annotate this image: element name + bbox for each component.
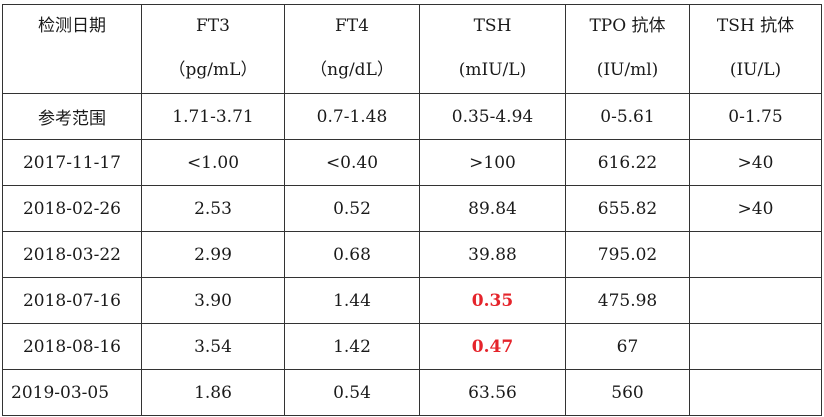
header-tsh-antibody: TSH 抗体 (IU/L) xyxy=(689,4,822,94)
cell-tshab xyxy=(689,323,822,370)
cell-tshab xyxy=(689,369,822,416)
cell-ft3: 3.90 xyxy=(141,277,285,324)
cell-tpo: 616.22 xyxy=(565,139,690,186)
cell-ft3: 2.99 xyxy=(141,231,285,278)
cell-tsh-highlighted: 0.47 xyxy=(419,323,566,370)
cell-ft4: 1.44 xyxy=(284,277,420,324)
header-date: 检测日期 xyxy=(2,4,142,94)
reference-tpo: 0-5.61 xyxy=(565,93,690,140)
header-ft3: FT3 （pg/mL） xyxy=(141,4,285,94)
cell-tsh-highlighted: 0.35 xyxy=(419,277,566,324)
cell-tpo: 655.82 xyxy=(565,185,690,232)
table-row: 2018-07-16 3.90 1.44 0.35 475.98 xyxy=(2,277,822,324)
header-tsh-label: TSH xyxy=(473,16,512,36)
table-row: 2018-03-22 2.99 0.68 39.88 795.02 xyxy=(2,231,822,278)
cell-tshab xyxy=(689,231,822,278)
header-date-label: 检测日期 xyxy=(38,16,106,36)
header-tsh: TSH (mIU/L) xyxy=(419,4,566,94)
header-tsh-unit: (mIU/L) xyxy=(458,60,527,80)
header-ft4-label: FT4 xyxy=(335,16,369,36)
lab-results-table-wrapper: 检测日期 FT3 （pg/mL） FT4 （ng/dL） TSH (mIU/L)… xyxy=(2,4,822,416)
thyroid-lab-results-table: 检测日期 FT3 （pg/mL） FT4 （ng/dL） TSH (mIU/L)… xyxy=(2,4,822,416)
header-ft3-label: FT3 xyxy=(196,16,230,36)
table-row: 2018-02-26 2.53 0.52 89.84 655.82 >40 xyxy=(2,185,822,232)
reference-ft4: 0.7-1.48 xyxy=(284,93,420,140)
cell-ft3: 2.53 xyxy=(141,185,285,232)
header-tpo-unit: (IU/ml) xyxy=(596,60,659,80)
cell-ft3: <1.00 xyxy=(141,139,285,186)
cell-tpo: 475.98 xyxy=(565,277,690,324)
header-tpo-antibody: TPO 抗体 (IU/ml) xyxy=(565,4,690,94)
cell-tsh: 39.88 xyxy=(419,231,566,278)
header-ft4: FT4 （ng/dL） xyxy=(284,4,420,94)
reference-ft3: 1.71-3.71 xyxy=(141,93,285,140)
reference-tsh: 0.35-4.94 xyxy=(419,93,566,140)
cell-ft4: 0.68 xyxy=(284,231,420,278)
cell-date: 2018-02-26 xyxy=(2,185,142,232)
reference-tshab: 0-1.75 xyxy=(689,93,822,140)
cell-date: 2018-08-16 xyxy=(2,323,142,370)
cell-ft3: 3.54 xyxy=(141,323,285,370)
header-ft3-unit: （pg/mL） xyxy=(168,60,258,80)
table-row: 2019-03-05 1.86 0.54 63.56 560 xyxy=(2,369,822,416)
cell-ft4: 0.54 xyxy=(284,369,420,416)
header-row: 检测日期 FT3 （pg/mL） FT4 （ng/dL） TSH (mIU/L)… xyxy=(2,4,822,94)
cell-date: 2018-03-22 xyxy=(2,231,142,278)
header-tshab-unit: (IU/L) xyxy=(729,60,782,80)
cell-tsh: 89.84 xyxy=(419,185,566,232)
cell-tpo: 795.02 xyxy=(565,231,690,278)
cell-ft4: <0.40 xyxy=(284,139,420,186)
cell-tshab xyxy=(689,277,822,324)
cell-ft3: 1.86 xyxy=(141,369,285,416)
cell-tshab: >40 xyxy=(689,185,822,232)
header-tshab-label: TSH 抗体 xyxy=(716,16,795,36)
cell-tpo: 560 xyxy=(565,369,690,416)
cell-date: 2018-07-16 xyxy=(2,277,142,324)
table-row: 2017-11-17 <1.00 <0.40 >100 616.22 >40 xyxy=(2,139,822,186)
cell-date: 2019-03-05 xyxy=(2,369,142,416)
cell-tsh: 63.56 xyxy=(419,369,566,416)
cell-tshab: >40 xyxy=(689,139,822,186)
reference-label: 参考范围 xyxy=(2,93,142,140)
cell-tsh: >100 xyxy=(419,139,566,186)
header-tpo-label: TPO 抗体 xyxy=(589,16,666,36)
cell-tpo: 67 xyxy=(565,323,690,370)
table-row: 2018-08-16 3.54 1.42 0.47 67 xyxy=(2,323,822,370)
cell-date: 2017-11-17 xyxy=(2,139,142,186)
cell-ft4: 0.52 xyxy=(284,185,420,232)
header-ft4-unit: （ng/dL） xyxy=(310,60,394,80)
reference-row: 参考范围 1.71-3.71 0.7-1.48 0.35-4.94 0-5.61… xyxy=(2,93,822,140)
cell-ft4: 1.42 xyxy=(284,323,420,370)
